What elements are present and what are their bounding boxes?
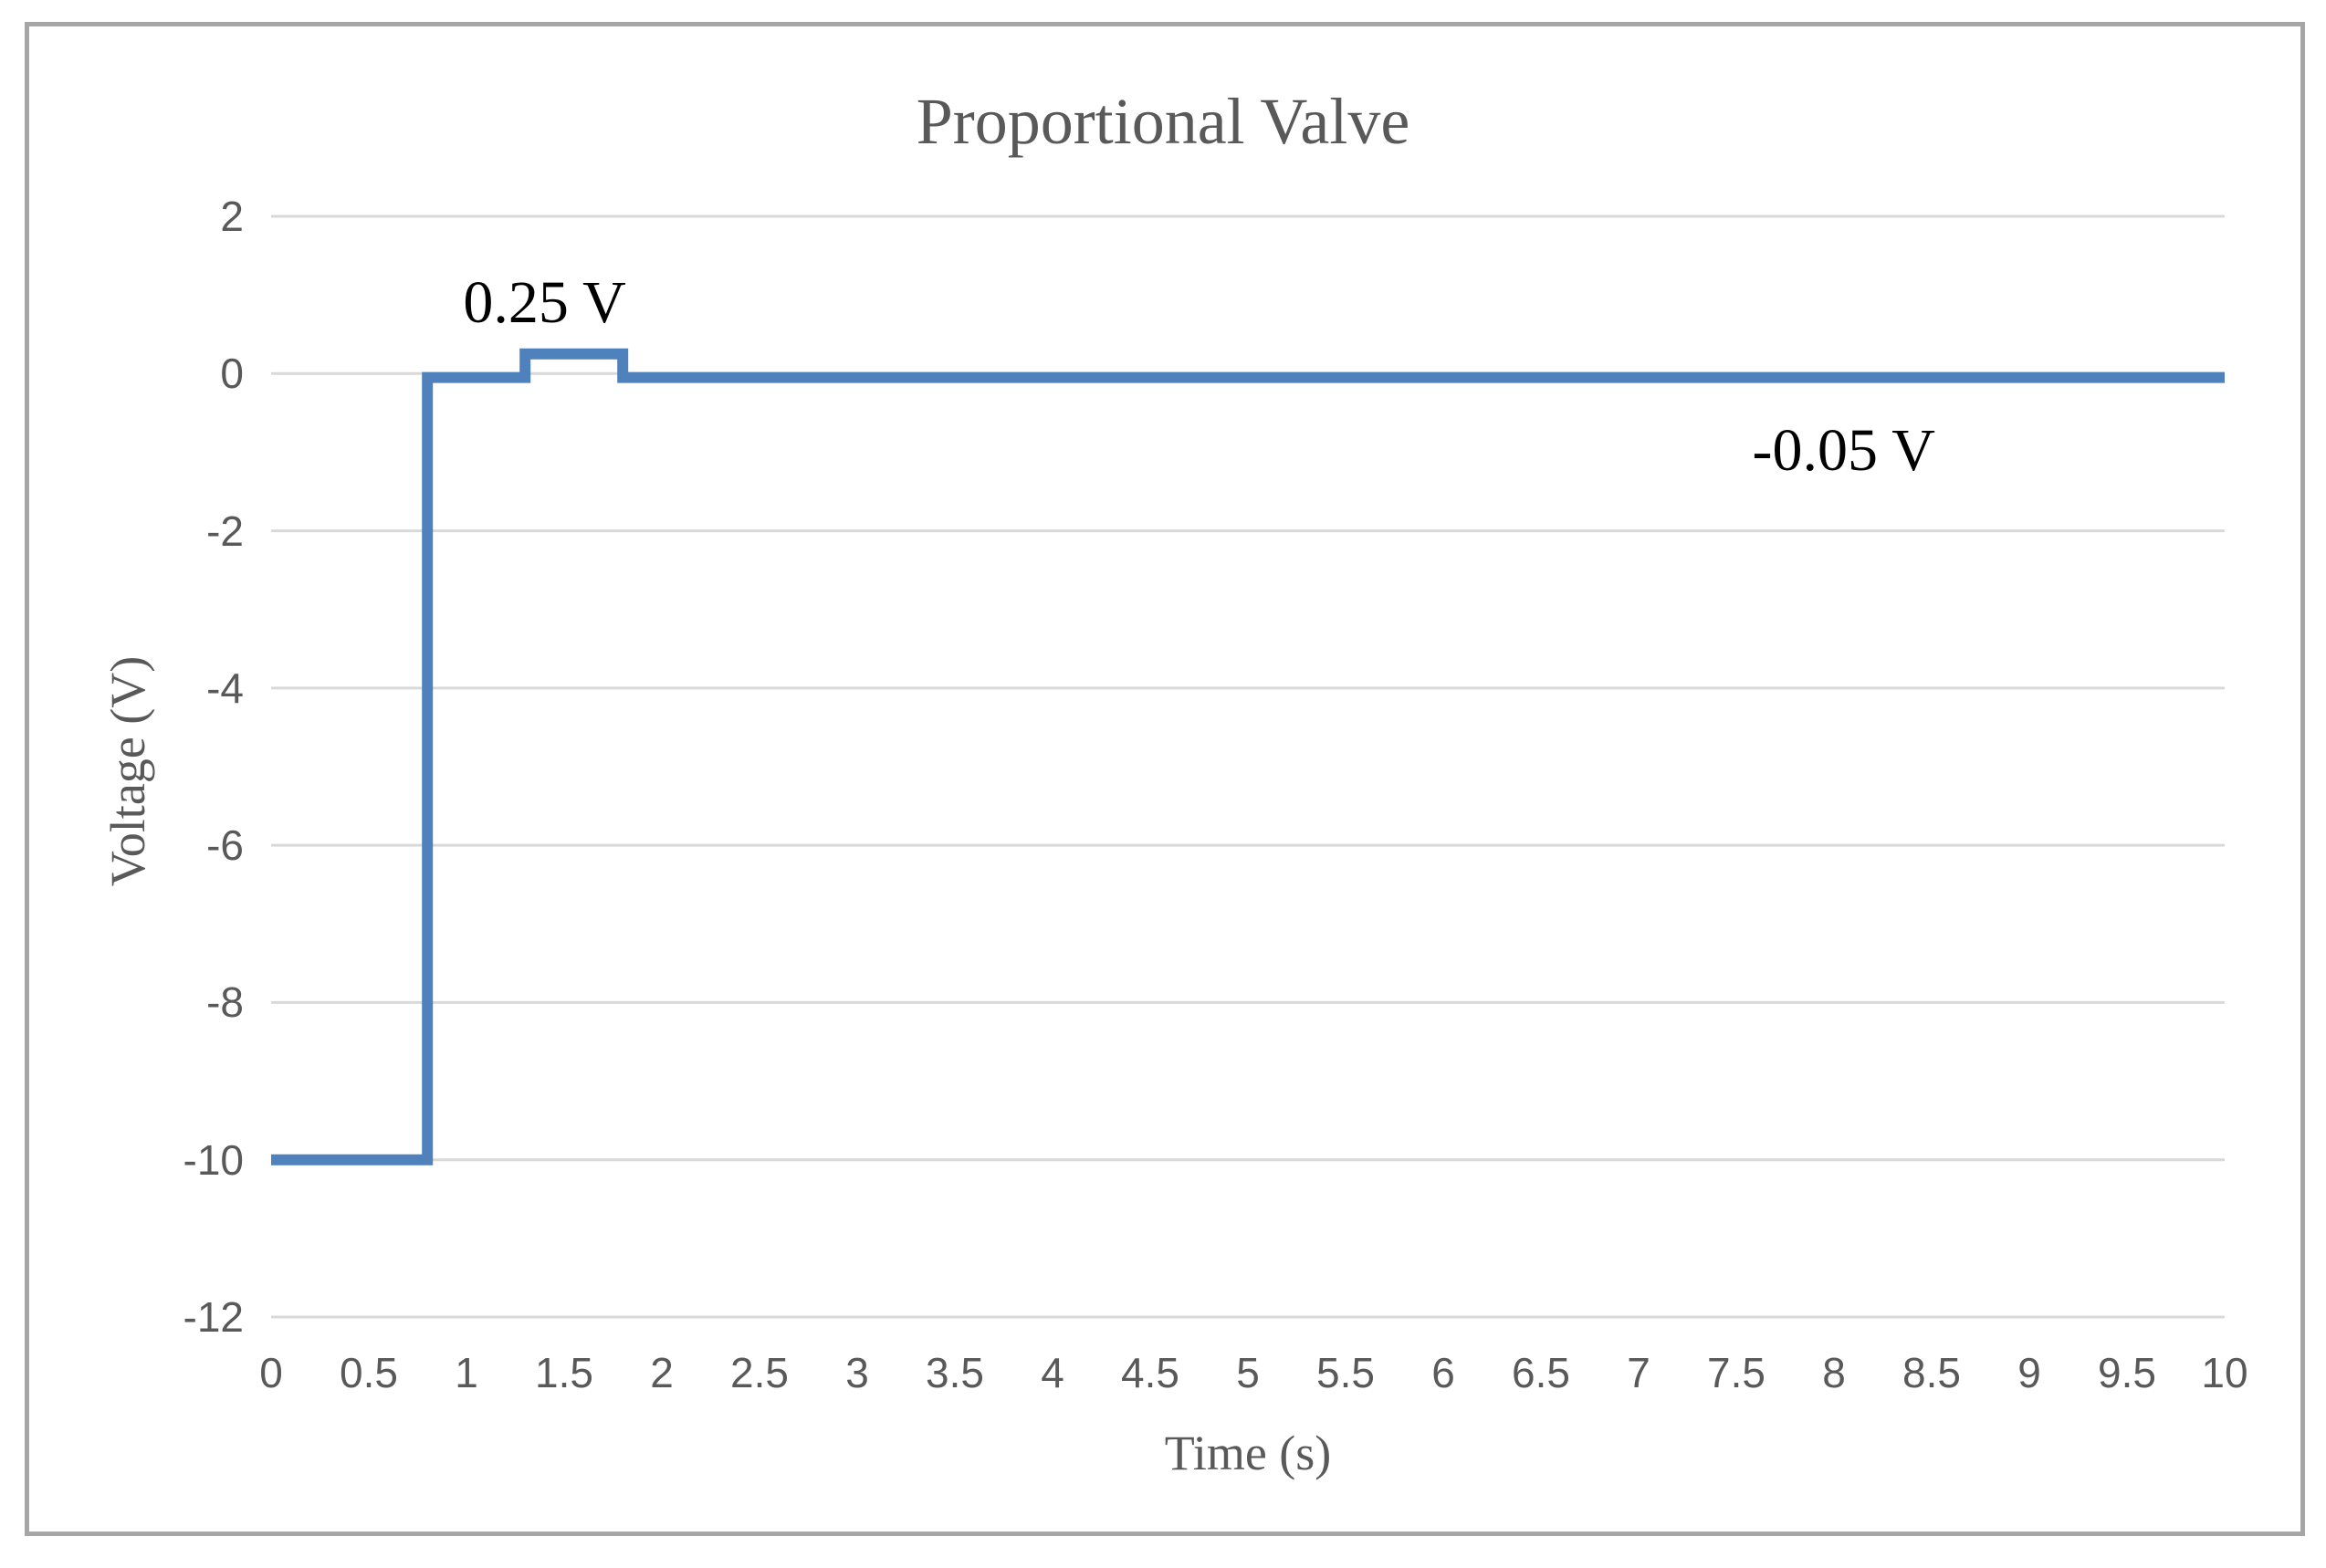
x-tick-label: 1 — [455, 1349, 478, 1396]
x-tick-label: 3 — [845, 1349, 869, 1396]
x-tick-label: 8 — [1822, 1349, 1846, 1396]
x-tick-label: 6.5 — [1512, 1349, 1570, 1396]
chart-border — [25, 22, 2305, 1536]
annotation-pulse-value: 0.25 V — [463, 268, 626, 336]
x-tick-label: 9 — [2017, 1349, 2041, 1396]
x-tick-label: 5 — [1236, 1349, 1260, 1396]
y-tick-label: 0 — [220, 350, 244, 398]
x-tick-label: 7 — [1627, 1349, 1650, 1396]
x-tick-label: 0 — [259, 1349, 283, 1396]
x-tick-label: 6 — [1431, 1349, 1455, 1396]
x-tick-label: 3.5 — [926, 1349, 984, 1396]
x-tick-label: 8.5 — [1902, 1349, 1961, 1396]
y-tick-label: 2 — [220, 193, 244, 240]
y-tick-label: -8 — [206, 978, 244, 1027]
x-tick-label: 5.5 — [1316, 1349, 1375, 1396]
x-tick-label: 7.5 — [1707, 1349, 1765, 1396]
y-tick-label: -2 — [206, 507, 244, 555]
annotation-steady-value: -0.05 V — [1752, 416, 1935, 484]
x-tick-label: 4 — [1041, 1349, 1064, 1396]
x-tick-label: 9.5 — [2098, 1349, 2156, 1396]
y-tick-label: -6 — [206, 821, 244, 870]
y-tick-label: -4 — [206, 664, 244, 712]
x-tick-label: 1.5 — [535, 1349, 593, 1396]
x-tick-label: 10 — [2201, 1349, 2248, 1396]
x-axis-title: Time (s) — [1164, 1426, 1332, 1480]
series-line — [271, 348, 2225, 1166]
x-tick-label: 4.5 — [1121, 1349, 1179, 1396]
chart-title: Proportional Valve — [916, 85, 1410, 158]
y-tick-label: -12 — [183, 1293, 244, 1341]
x-tick-label: 0.5 — [340, 1349, 398, 1396]
y-tick-label: -10 — [183, 1135, 244, 1184]
x-tick-label: 2.5 — [730, 1349, 789, 1396]
x-tick-label: 2 — [650, 1349, 674, 1396]
